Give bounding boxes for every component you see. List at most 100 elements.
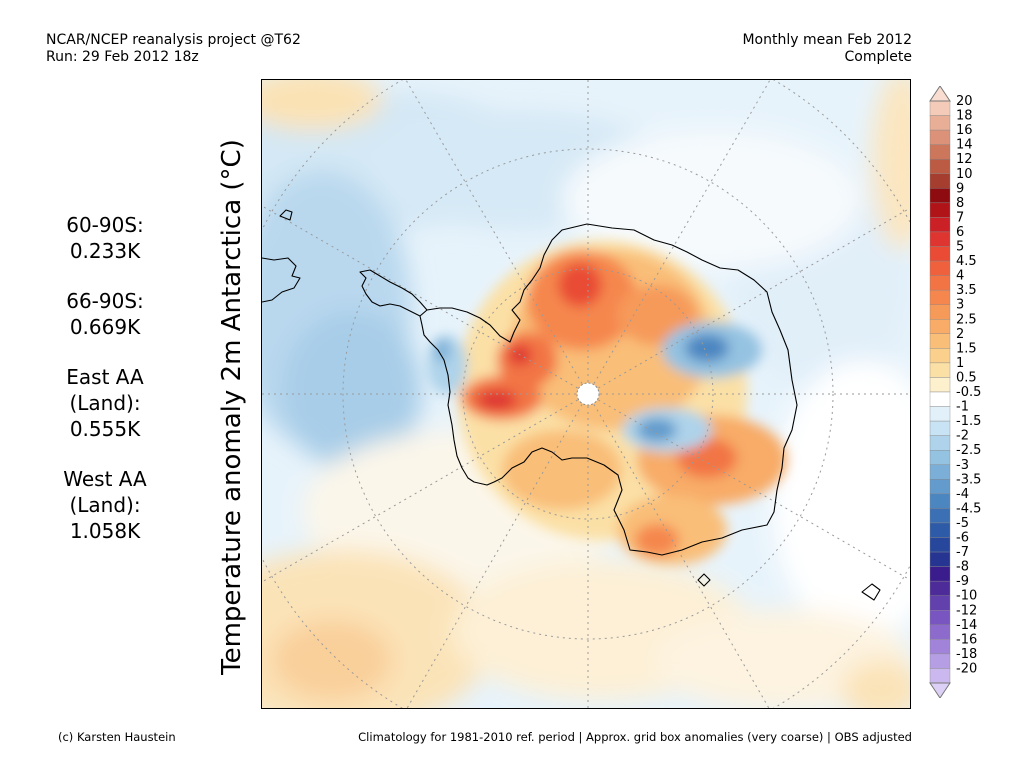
colorbar: 201816141210987654.543.532.521.510.5-0.5… [929,86,981,698]
stat-block: 60-90S: 0.233K [30,212,180,264]
colorbar-label: -9 [956,574,969,589]
colorbar-cell [929,289,951,305]
stat-line: 66-90S: [66,289,144,313]
stat-line: 60-90S: [66,213,144,237]
colorbar-cell [929,377,951,393]
period-info: Monthly mean Feb 2012 Complete [742,32,912,66]
colorbar-label: -1 [956,400,969,415]
antarctica-coastline [419,223,798,556]
colorbar-label: 6 [956,225,964,240]
colorbar-cell [929,464,951,480]
colorbar-cell [929,435,951,451]
colorbar-label: -18 [956,647,977,662]
colorbar-label: 8 [956,196,964,211]
antarctic-peninsula [359,269,428,317]
colorbar-cell [929,522,951,538]
colorbar-cell [929,610,951,626]
stat-block: West AA (Land): 1.058K [30,466,180,544]
anomaly-map [261,79,911,709]
colorbar-cell [929,202,951,218]
colorbar-label: -0.5 [956,385,981,400]
colorbar-label: -3 [956,458,969,473]
colorbar-label: -14 [956,618,977,633]
colorbar-cell [929,595,951,611]
map-title: Temperature anomaly 2m Antarctica (°C) [217,139,247,675]
colorbar-cell [929,362,951,378]
stat-line: East AA [66,365,144,389]
colorbar-label: -20 [956,661,977,676]
stat-line: 0.555K [69,417,141,441]
colorbar-label: 20 [956,94,973,109]
stat-line: 0.669K [69,315,141,339]
colorbar-label: -2.5 [956,443,981,458]
south-america-coast [262,257,301,303]
stat-line: 1.058K [69,519,141,543]
colorbar-cell [929,668,951,684]
colorbar-cell [929,319,951,335]
colorbar-label: -6 [956,531,969,546]
colorbar-label: -1.5 [956,414,981,429]
colorbar-label: 3.5 [956,283,977,298]
colorbar-cell [929,566,951,582]
colorbar-label: 4.5 [956,254,977,269]
colorbar-cell [929,450,951,465]
colorbar-bottom-cap [929,682,951,698]
southern-island [697,573,711,587]
colorbar-cell [929,653,951,669]
colorbar-cell [929,144,951,160]
colorbar-cell [929,173,951,189]
colorbar-cell [929,217,951,233]
colorbar-label: -5 [956,516,969,531]
colorbar-cell [929,420,951,436]
colorbar-label: 5 [956,240,964,255]
south-pole-marker [576,382,600,406]
anomaly-field-broad [262,80,910,708]
colorbar-label: 2 [956,327,964,342]
anomaly-field-core [427,240,787,565]
colorbar-label: -16 [956,632,977,647]
colorbar-cell [929,260,951,276]
colorbar-cell [929,580,951,596]
colorbar-label: 1 [956,356,964,371]
run-label: Run: 29 Feb 2012 18z [46,49,199,65]
colorbar-label: 0.5 [956,370,977,385]
colorbar-label: -7 [956,545,969,560]
stat-line: (Land): [69,493,141,517]
colorbar-cell [929,348,951,364]
colorbar-cell [929,508,951,524]
colorbar-cell [929,624,951,640]
colorbar-cell [929,231,951,247]
colorbar-cell [929,639,951,655]
colorbar-cell [929,246,951,262]
run-info: NCAR/NCEP reanalysis project @T62 Run: 2… [46,32,301,66]
colorbar-label: 1.5 [956,341,977,356]
colorbar-top-cap [929,86,951,102]
credit-label: (c) Karsten Haustein [58,730,176,744]
colorbar-label: -8 [956,560,969,575]
colorbar-cell [929,537,951,553]
colorbar-label: -4 [956,487,969,502]
colorbar-cell [929,115,951,131]
colorbar-cell [929,479,951,495]
colorbar-label: 3 [956,298,964,313]
status-label: Complete [844,49,912,65]
period-label: Monthly mean Feb 2012 [742,32,912,48]
colorbar-labels: 201816141210987654.543.532.521.510.5-0.5… [956,94,981,676]
colorbar-cell [929,551,951,567]
stat-block: East AA (Land): 0.555K [30,364,180,442]
colorbar-label: 14 [956,138,973,153]
colorbar-label: 4 [956,269,964,284]
colorbar-cell [929,100,951,116]
stat-line: 0.233K [69,239,141,263]
colorbar-label: 2.5 [956,312,977,327]
colorbar-label: -10 [956,589,977,604]
colorbar-label: -2 [956,429,969,444]
colorbar-cell [929,406,951,422]
colorbar-cell [929,129,951,145]
project-label: NCAR/NCEP reanalysis project @T62 [46,32,301,48]
colorbar-label: 18 [956,109,973,124]
colorbar-label: 9 [956,181,964,196]
stat-block: 66-90S: 0.669K [30,288,180,340]
colorbar-cell [929,275,951,291]
colorbar-label: -3.5 [956,472,981,487]
